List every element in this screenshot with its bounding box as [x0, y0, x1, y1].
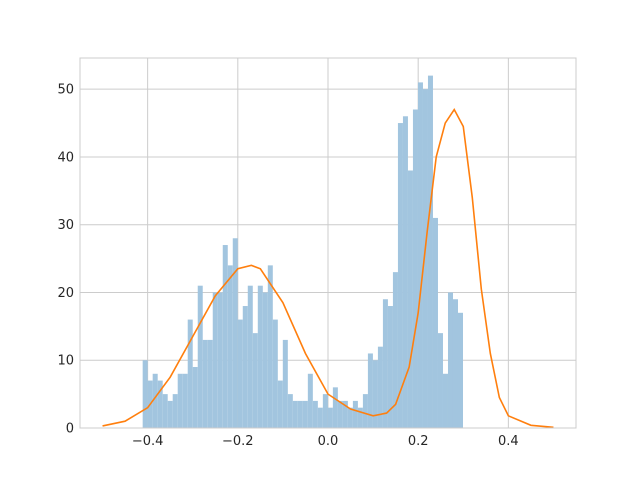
histogram-bar — [382, 299, 388, 428]
histogram-bar — [457, 312, 464, 428]
histogram-bar — [272, 319, 278, 428]
histogram-bar — [267, 265, 273, 428]
histogram-bar — [397, 123, 403, 429]
histogram-bar — [442, 373, 448, 428]
histogram-bar — [227, 265, 233, 428]
x-axis-ticks: −0.4 −0.2 0.0 0.2 0.4 — [132, 434, 519, 449]
histogram-bar — [197, 285, 203, 428]
y-tick-label: 50 — [57, 83, 74, 98]
y-tick-label: 10 — [57, 354, 74, 369]
x-tick-label: −0.2 — [222, 434, 254, 449]
histogram-bar — [212, 292, 218, 428]
histogram-bar — [292, 400, 298, 428]
histogram-bar — [307, 373, 313, 428]
plot-frame — [79, 57, 577, 429]
histogram-bar — [332, 387, 338, 428]
histogram-bar — [162, 394, 168, 428]
histogram-bar — [357, 407, 363, 428]
histogram-bar — [392, 272, 398, 428]
histogram-bar — [302, 400, 308, 428]
y-tick-label: 20 — [57, 286, 74, 301]
histogram-bar — [452, 299, 458, 428]
histogram-bar — [412, 109, 418, 428]
grid-lines — [80, 58, 576, 429]
x-tick-label: 0.2 — [408, 434, 429, 449]
histogram-bar — [177, 373, 183, 428]
histogram-bar — [247, 285, 253, 428]
histogram-bar — [342, 400, 348, 428]
histogram-bar — [142, 360, 148, 428]
histogram-bar — [157, 380, 163, 428]
histogram-bar — [337, 400, 343, 428]
histogram-bar — [277, 380, 283, 428]
y-tick-label: 0 — [66, 422, 74, 437]
y-tick-label: 30 — [57, 218, 74, 233]
x-tick-label: −0.4 — [132, 434, 164, 449]
histogram-bar — [262, 292, 268, 428]
x-tick-label: 0.4 — [498, 434, 519, 449]
histogram-bar — [327, 407, 333, 428]
histogram-bar — [437, 333, 443, 428]
histogram-bars — [142, 75, 464, 429]
histogram-bar — [347, 407, 353, 428]
histogram-bar — [167, 400, 173, 428]
histogram-bar — [422, 89, 428, 429]
histogram-bar — [287, 394, 293, 428]
histogram-bar — [257, 285, 263, 428]
histogram-bar — [352, 400, 358, 428]
histogram-bar — [187, 319, 193, 428]
histogram-bar — [312, 400, 318, 428]
y-axis-ticks: 0 10 20 30 40 50 — [57, 83, 74, 437]
histogram-bar — [362, 394, 368, 428]
histogram-bar — [232, 238, 238, 428]
histogram-bar — [222, 245, 228, 428]
histogram-bar — [242, 306, 248, 428]
histogram-bar — [152, 373, 158, 428]
histogram-bar — [432, 217, 438, 428]
histogram-bar — [297, 400, 303, 428]
histogram-bar — [417, 82, 423, 429]
histogram-bar — [367, 353, 373, 428]
histogram-bar — [217, 292, 223, 428]
x-tick-label: 0.0 — [318, 434, 339, 449]
histogram-bar — [402, 116, 408, 429]
histogram-bar — [172, 394, 178, 428]
histogram-bar — [372, 360, 378, 428]
histogram-bar — [427, 75, 433, 428]
histogram-bar — [387, 306, 393, 428]
histogram-bar — [377, 346, 383, 428]
histogram-bar — [192, 367, 198, 428]
histogram-bar — [207, 339, 213, 428]
histogram-bar — [282, 339, 288, 428]
histogram-bar — [322, 394, 328, 428]
kde-curve — [102, 107, 554, 429]
histogram-bar — [252, 333, 258, 428]
histogram-bar — [317, 407, 323, 428]
histogram-bar — [202, 339, 208, 428]
histogram-bar — [182, 373, 188, 428]
histogram-bar — [237, 319, 243, 428]
histogram-bar — [447, 292, 453, 428]
histogram-bar — [407, 170, 413, 428]
y-tick-label: 40 — [57, 150, 74, 165]
